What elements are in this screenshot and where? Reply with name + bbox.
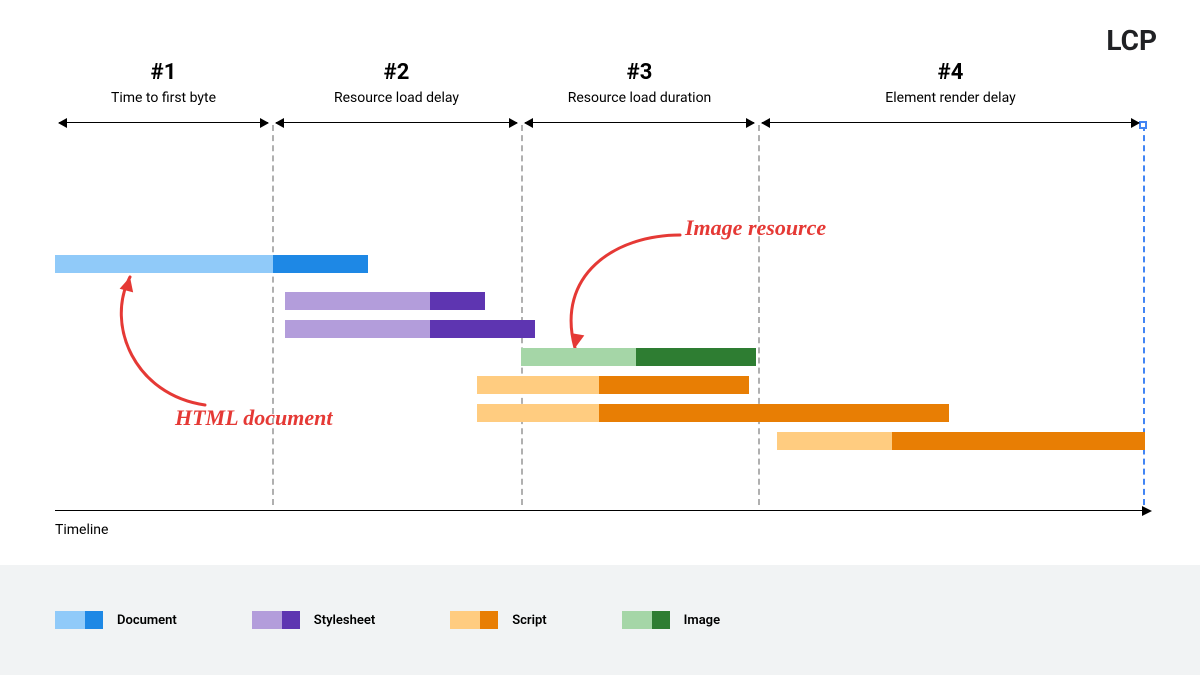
legend-swatch (450, 611, 498, 629)
legend-item-stylesheet: Stylesheet (252, 611, 375, 629)
phase-title-2: Resource load delay (334, 90, 459, 106)
bar-segment (599, 376, 749, 394)
bar-segment (521, 348, 636, 366)
bar-segment (777, 432, 892, 450)
legend-swatch (252, 611, 300, 629)
legend-label: Script (512, 613, 546, 628)
bar-segment (430, 320, 535, 338)
bar-segment (273, 255, 368, 273)
bar-segment (285, 320, 430, 338)
bar-segment (477, 404, 599, 422)
legend-item-document: Document (55, 611, 177, 629)
legend-band: Document Stylesheet Script Image (0, 565, 1200, 675)
legend-item-script: Script (450, 611, 546, 629)
phase-title-1: Time to first byte (111, 90, 216, 106)
phase-divider-2 (521, 125, 523, 505)
phase-divider-3 (758, 125, 760, 505)
bar-document (55, 255, 368, 273)
bar-script-1 (477, 376, 749, 394)
phase-number-1: #1 (151, 60, 177, 85)
bar-stylesheet-1 (285, 292, 485, 310)
phase-arrow-4 (762, 122, 1139, 123)
bar-segment (285, 292, 430, 310)
bar-segment (599, 404, 949, 422)
bar-segment (892, 432, 1145, 450)
legend-swatch (622, 611, 670, 629)
lcp-label: LCP (1106, 24, 1157, 57)
timeline-label: Timeline (55, 522, 108, 538)
timeline-axis (55, 510, 1150, 511)
phase-title-3: Resource load duration (568, 90, 712, 106)
legend-item-image: Image (622, 611, 720, 629)
legend-label: Document (117, 613, 177, 628)
legend-swatch (55, 611, 103, 629)
annotation-arrow-html (75, 265, 275, 415)
bar-segment (636, 348, 756, 366)
bar-segment (430, 292, 485, 310)
phase-title-4: Element render delay (885, 90, 1015, 106)
lcp-marker (1139, 121, 1147, 129)
bar-segment (477, 376, 599, 394)
phase-arrow-3 (525, 122, 754, 123)
legend-label: Image (684, 613, 720, 628)
bar-script-3 (777, 432, 1145, 450)
phase-number-2: #2 (384, 60, 410, 85)
bar-segment (55, 255, 273, 273)
phase-number-4: #4 (938, 60, 964, 85)
lcp-breakdown-chart: LCP Timeline HTML document Image resourc… (55, 60, 1145, 505)
phase-number-3: #3 (627, 60, 653, 85)
legend-label: Stylesheet (314, 613, 375, 628)
phase-arrow-2 (276, 122, 517, 123)
bar-image (521, 348, 756, 366)
phase-arrow-1 (59, 122, 268, 123)
bar-script-2 (477, 404, 949, 422)
bar-stylesheet-2 (285, 320, 535, 338)
